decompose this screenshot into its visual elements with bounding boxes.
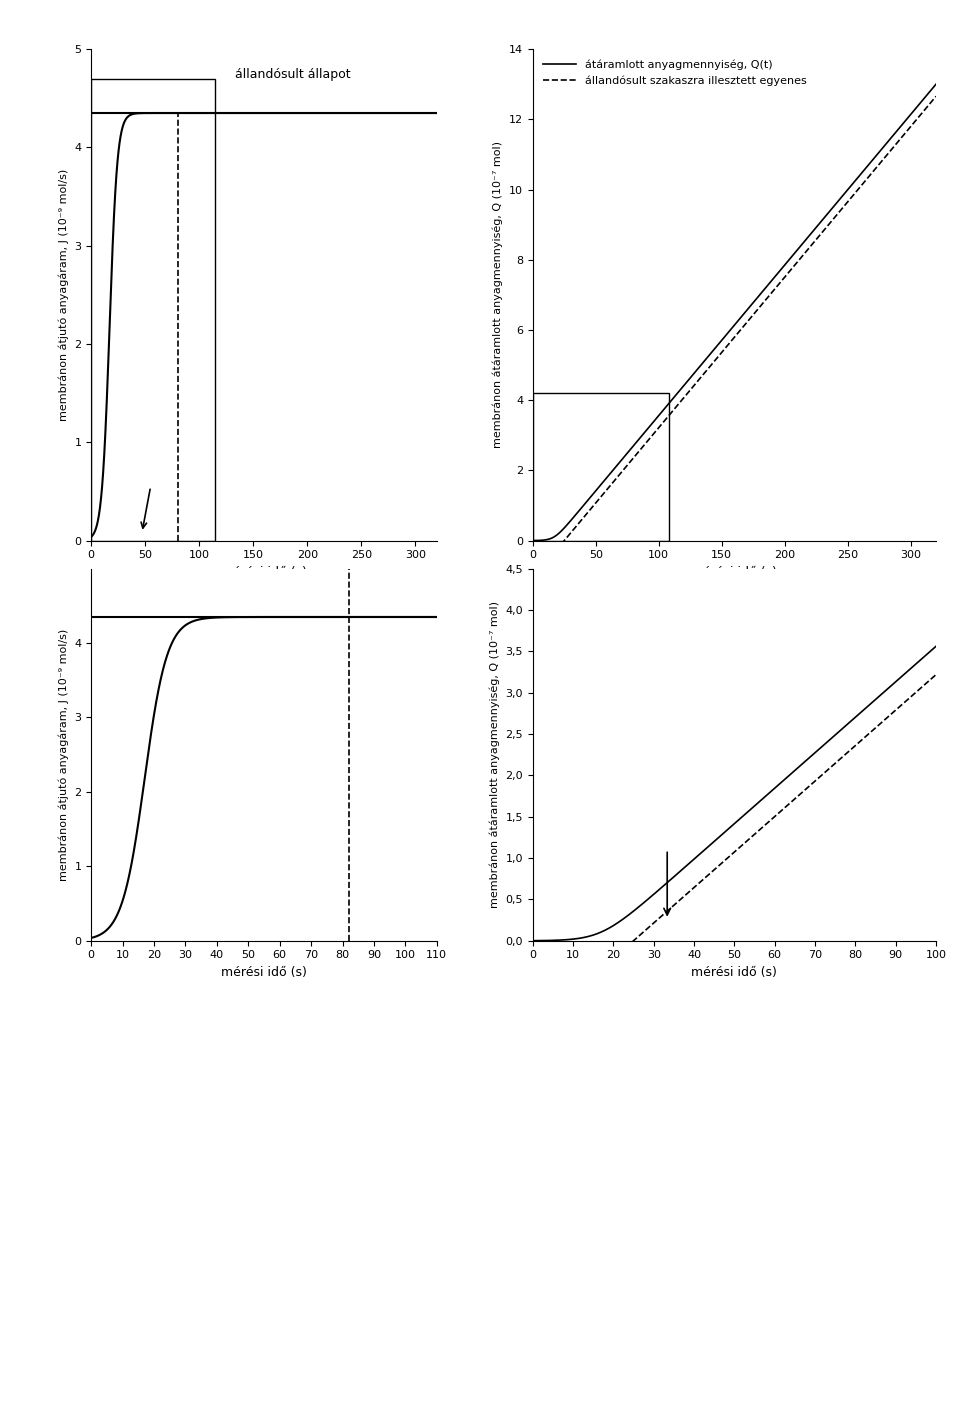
állandósult szakaszra illesztett egyenes	[718, 341, 730, 358]
átáramlott anyagmennyiség, Q(t)	[712, 336, 724, 352]
Y-axis label: membránon átjutó anyagáram, J (10⁻⁹ mol/s): membránon átjutó anyagáram, J (10⁻⁹ mol/…	[59, 629, 69, 880]
X-axis label: mérési idő (s): mérési idő (s)	[691, 566, 778, 578]
állandósult szakaszra illesztett egyenes	[721, 338, 732, 355]
Line: állandósult szakaszra illesztett egyenes: állandósult szakaszra illesztett egyenes	[533, 97, 936, 578]
Bar	[91, 79, 215, 541]
Line: átáramlott anyagmennyiség, Q(t): átáramlott anyagmennyiség, Q(t)	[533, 84, 936, 541]
átáramlott anyagmennyiség, Q(t)	[919, 90, 930, 107]
állandósult szakaszra illesztett egyenes	[767, 284, 779, 300]
állandósult szakaszra illesztett egyenes	[921, 100, 932, 117]
X-axis label: mérési idő (s): mérési idő (s)	[691, 966, 778, 979]
állandósult szakaszra illesztett egyenes	[857, 176, 869, 192]
átáramlott anyagmennyiség, Q(t)	[547, 529, 559, 546]
átáramlott anyagmennyiség, Q(t)	[723, 323, 734, 340]
Y-axis label: membránon átáramlott anyagmennyiség, Q (10⁻⁷ mol): membránon átáramlott anyagmennyiség, Q (…	[492, 142, 503, 448]
átáramlott anyagmennyiség, Q(t)	[930, 76, 942, 93]
állandósult szakaszra illesztett egyenes	[930, 88, 942, 105]
Text: állandósult állapot: állandósult állapot	[235, 67, 350, 80]
Y-axis label: membránon átjutó anyagáram, J (10⁻⁹ mol/s): membránon átjutó anyagáram, J (10⁻⁹ mol/…	[59, 168, 69, 421]
Y-axis label: membránon átáramlott anyagmennyiség, Q (10⁻⁷ mol): membránon átáramlott anyagmennyiség, Q (…	[490, 601, 500, 908]
X-axis label: mérési idő (s): mérési idő (s)	[221, 966, 307, 979]
állandósult szakaszra illesztett egyenes	[527, 570, 539, 587]
átáramlott anyagmennyiség, Q(t)	[919, 90, 930, 107]
átáramlott anyagmennyiség, Q(t)	[845, 178, 856, 195]
X-axis label: mérési idő (s): mérési idő (s)	[221, 566, 307, 578]
állandósult szakaszra illesztett egyenes	[745, 309, 756, 326]
Legend: átáramlott anyagmennyiség, Q(t), állandósult szakaszra illesztett egyenes: átáramlott anyagmennyiség, Q(t), állandó…	[539, 55, 811, 90]
átáramlott anyagmennyiség, Q(t)	[527, 532, 539, 549]
Bar	[533, 393, 669, 541]
